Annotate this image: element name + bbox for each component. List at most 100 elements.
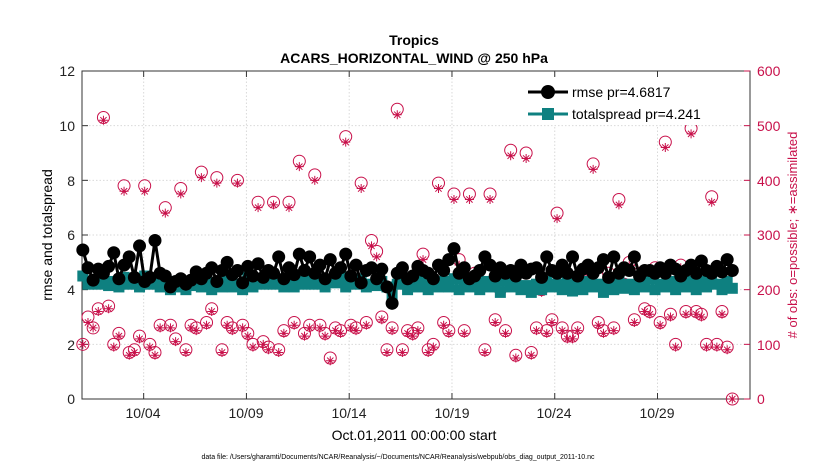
rmse-point xyxy=(287,268,301,282)
rmse-point xyxy=(473,264,487,278)
assimilated-obs-point xyxy=(104,304,114,314)
rmse-point xyxy=(102,259,116,273)
rmse-point xyxy=(210,274,224,288)
assimilated-obs-point xyxy=(511,353,521,363)
assimilated-obs-point xyxy=(119,186,129,196)
assimilated-obs-point xyxy=(155,323,165,333)
rmse-point xyxy=(509,269,523,283)
assimilated-obs-point xyxy=(207,307,217,317)
x-tick-label: 10/29 xyxy=(639,405,674,421)
assimilated-obs-point xyxy=(598,328,608,338)
totalspread-point xyxy=(716,284,728,296)
assimilated-obs-point xyxy=(593,320,603,330)
assimilated-obs-point xyxy=(263,345,273,355)
totalspread-point xyxy=(536,284,548,296)
rmse-point xyxy=(535,270,549,284)
assimilated-obs-point xyxy=(727,394,737,404)
totalspread-point xyxy=(690,284,702,296)
rmse-point xyxy=(251,257,265,271)
assimilated-obs-point xyxy=(227,326,237,336)
assimilated-obs-point xyxy=(212,178,222,188)
assimilated-obs-point xyxy=(330,326,340,336)
y-right-tick-label: 300 xyxy=(757,227,781,243)
totalspread-point xyxy=(592,278,604,290)
assimilated-obs-point xyxy=(372,252,382,262)
rmse-point xyxy=(720,253,734,267)
assimilated-obs-point xyxy=(346,323,356,333)
assimilated-obs-point xyxy=(217,348,227,358)
rmse-point xyxy=(437,264,451,278)
totalspread-point xyxy=(644,273,656,285)
assimilated-obs-point xyxy=(387,326,397,336)
rmse-point xyxy=(457,261,471,275)
assimilated-obs-point xyxy=(78,339,88,349)
rmse-point xyxy=(354,276,368,290)
totalspread-point xyxy=(525,286,537,298)
assimilated-obs-point xyxy=(269,200,279,210)
rmse-point xyxy=(205,261,219,275)
rmse-point xyxy=(602,270,616,284)
x-axis-label: Oct.01,2011 00:00:00 start xyxy=(332,427,497,443)
legend: rmse pr=4.6817 totalspread pr=4.241 xyxy=(525,77,745,125)
chart-title: Tropics xyxy=(389,32,439,48)
assimilated-obs-point xyxy=(640,307,650,317)
totalspread-point xyxy=(474,284,486,296)
x-tick-label: 10/04 xyxy=(125,405,160,421)
assimilated-obs-point xyxy=(418,255,428,265)
assimilated-obs-point xyxy=(238,323,248,333)
assimilated-obs-point xyxy=(284,203,294,213)
x-tick-label: 10/19 xyxy=(434,405,469,421)
y-axis-right: 0 100 200 300 400 500 600 xyxy=(757,63,781,407)
totalspread-point xyxy=(448,273,460,285)
assimilated-obs-point xyxy=(135,334,145,344)
rmse-point xyxy=(596,253,610,267)
assimilated-obs-point xyxy=(712,342,722,352)
legend-rmse-label: rmse pr=4.6817 xyxy=(572,84,671,100)
assimilated-obs-point xyxy=(444,328,454,338)
totalspread-point xyxy=(329,277,341,289)
totalspread-point xyxy=(577,284,589,296)
totalspread-point xyxy=(319,281,331,293)
assimilated-obs-point xyxy=(645,309,655,319)
assimilated-obs-point xyxy=(397,348,407,358)
assimilated-obs-point xyxy=(521,153,531,163)
rmse-point xyxy=(297,264,311,278)
rmse-point xyxy=(303,250,317,264)
rmse-point xyxy=(292,247,306,261)
totalspread-point xyxy=(443,281,455,293)
x-tick-label: 10/14 xyxy=(331,405,366,421)
rmse-point xyxy=(370,272,384,286)
assimilated-obs-point xyxy=(428,342,438,352)
totalspread-point xyxy=(489,278,501,290)
assimilated-obs-point xyxy=(279,328,289,338)
legend-spread-label: totalspread pr=4.241 xyxy=(572,106,701,122)
assimilated-obs-point xyxy=(665,312,675,322)
rmse-point xyxy=(246,269,260,283)
rmse-point xyxy=(566,250,580,264)
assimilated-obs-point xyxy=(145,342,155,352)
rmse-point xyxy=(133,239,147,253)
rmse-point xyxy=(395,261,409,275)
rmse-point xyxy=(277,272,291,286)
y-right-tick-label: 100 xyxy=(757,337,781,353)
rmse-point xyxy=(220,255,234,269)
assimilated-obs-point xyxy=(526,350,536,360)
y-right-tick-label: 0 xyxy=(757,391,765,407)
totalspread-point xyxy=(639,281,651,293)
rmse-point xyxy=(442,253,456,267)
x-axis: 10/04 10/09 10/14 10/19 10/24 10/29 xyxy=(125,405,674,421)
assimilated-obs-point xyxy=(165,323,175,333)
assimilated-obs-point xyxy=(129,348,139,358)
rmse-point xyxy=(380,280,394,294)
assimilated-obs-point xyxy=(490,317,500,327)
possible-obs-point xyxy=(76,337,90,351)
footnote: data file: /Users/gharamti/Documents/NCA… xyxy=(201,454,595,461)
rmse-point xyxy=(447,242,461,256)
rmse-point xyxy=(607,250,621,264)
totalspread-point xyxy=(77,270,89,282)
rmse-point xyxy=(81,261,95,275)
assimilated-obs-point xyxy=(464,194,474,204)
y-right-tick-label: 600 xyxy=(757,63,781,79)
rmse-point xyxy=(375,262,389,276)
